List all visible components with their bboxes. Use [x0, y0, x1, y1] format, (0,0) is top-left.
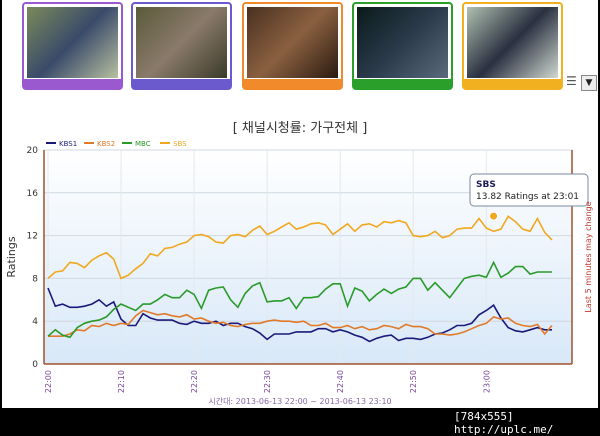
thumb-2[interactable] [131, 2, 232, 90]
series-mbc-line [47, 260, 552, 339]
series-lines [47, 215, 553, 343]
y-axis-label: Ratings [5, 236, 18, 277]
tooltip: SBS 13.82 Ratings at 23:01 [469, 173, 589, 221]
thumbnail-image [136, 7, 227, 78]
thumbnail-image [27, 7, 118, 78]
watermark: [784x555] http://uplc.me/ [454, 410, 554, 436]
legend-entry: MBC [135, 140, 151, 148]
thumbnail-image [357, 7, 448, 78]
y-tick-label: 4 [32, 317, 38, 327]
series-kbs2-line [48, 309, 553, 337]
y-tick-label: 0 [32, 360, 38, 370]
thumb-4[interactable] [352, 2, 453, 90]
thumb-3[interactable] [242, 2, 343, 90]
series-kbs1-line [47, 287, 552, 343]
series-sbs-line [47, 215, 553, 280]
thumbnail-bar [464, 79, 561, 88]
x-tick-label: 22:40 [336, 370, 345, 393]
x-tick-label: 22:30 [263, 370, 272, 393]
tooltip-marker [489, 211, 499, 221]
page-frame: ☰ ▼ [ 채널시청률: 가구전체 ] KBS1 KBS2 MBC SBS 0 4 8 12… [2, 0, 598, 408]
legend-entry: KBS2 [97, 140, 115, 148]
chart-title: [ 채널시청률: 가구전체 ] [233, 121, 368, 136]
x-tick-label: 22:20 [190, 370, 199, 393]
tooltip-box [469, 173, 589, 207]
y-tick-label: 20 [27, 146, 39, 156]
thumbnail-image [247, 7, 338, 78]
y-tick-label: 12 [27, 232, 38, 242]
legend-entry: KBS1 [59, 140, 77, 148]
x-tick-label: 22:00 [44, 370, 53, 393]
list-icon[interactable]: ☰ [566, 74, 577, 88]
thumbnail-image [467, 7, 558, 78]
y-tick-label: 16 [27, 189, 39, 199]
ratings-chart: [ 채널시청률: 가구전체 ] KBS1 KBS2 MBC SBS 0 4 8 12 16 20… [5, 121, 593, 406]
scroll-down-button[interactable]: ▼ [581, 75, 597, 91]
legend-entry: SBS [173, 140, 187, 148]
thumbnail-bar [24, 79, 121, 88]
thumbnail-bar [133, 79, 230, 88]
x-tick-label: 22:50 [409, 370, 418, 393]
x-tick-label: 22:10 [117, 370, 126, 393]
right-axis-label: Last 5 minutes may change [584, 201, 593, 312]
thumb-5[interactable] [462, 2, 563, 90]
thumbnail-bar [244, 79, 341, 88]
tooltip-text: 13.82 Ratings at 23:01 [476, 192, 579, 202]
y-tick-label: 8 [32, 274, 38, 284]
thumb-1[interactable] [22, 2, 123, 90]
x-axis-label: 시간대: 2013-06-13 22:00 ~ 2013-06-13 23:10 [208, 396, 391, 406]
tooltip-series: SBS [476, 180, 496, 190]
x-tick-label: 23:00 [482, 370, 491, 393]
thumbnail-bar [354, 79, 451, 88]
axes: 0 4 8 12 16 20 22:00 22:10 22:20 22:30 22:40 22:50 2… [27, 146, 573, 393]
chart-legend: KBS1 KBS2 MBC SBS [46, 140, 187, 148]
